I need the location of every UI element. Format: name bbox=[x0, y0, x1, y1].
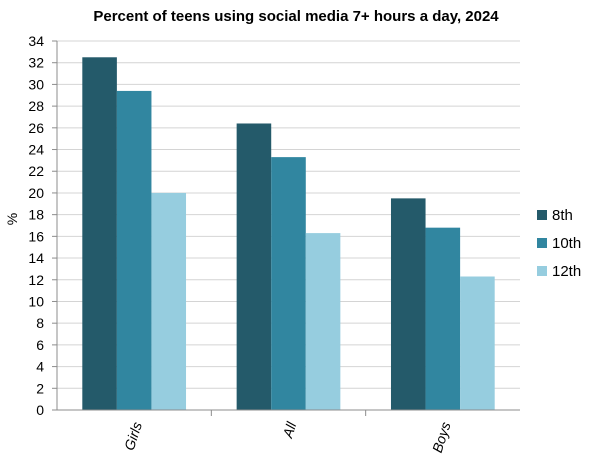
y-tick-label: 14 bbox=[28, 250, 44, 266]
bar-10th-Boys bbox=[425, 227, 461, 410]
y-tick-label: 16 bbox=[28, 228, 44, 244]
bar-12th-Boys bbox=[460, 276, 495, 410]
bar-10th-All bbox=[271, 157, 306, 410]
bar-12th-Girls bbox=[151, 192, 187, 410]
chart-title: Percent of teens using social media 7+ h… bbox=[93, 8, 499, 25]
y-tick-label: 34 bbox=[28, 33, 44, 49]
bar-8th-Boys bbox=[390, 198, 426, 410]
y-tick-label: 12 bbox=[28, 272, 44, 288]
y-tick-label: 2 bbox=[36, 380, 44, 396]
y-tick-label: 0 bbox=[36, 402, 44, 418]
x-tick-label: All bbox=[279, 419, 300, 441]
y-tick-label: 6 bbox=[36, 337, 44, 353]
y-tick-label: 32 bbox=[28, 55, 44, 71]
y-axis-label: % bbox=[4, 213, 20, 225]
legend-swatch bbox=[537, 238, 547, 248]
y-tick-label: 10 bbox=[28, 293, 44, 309]
x-tick-labels: Girls All Boys bbox=[121, 419, 454, 454]
bar-10th-Girls bbox=[116, 90, 152, 411]
legend-swatch bbox=[537, 210, 547, 220]
legend-label: 8th bbox=[552, 207, 573, 224]
axes bbox=[56, 41, 520, 416]
y-tick-label: 4 bbox=[36, 359, 44, 375]
bar-12th-All bbox=[305, 233, 341, 410]
bar-8th-All bbox=[236, 123, 272, 410]
legend: 8th 10th 12th bbox=[537, 207, 581, 280]
bars bbox=[82, 57, 495, 411]
y-tick-label: 24 bbox=[28, 142, 44, 158]
bar-8th-Girls bbox=[82, 57, 117, 410]
legend-label: 12th bbox=[552, 263, 581, 280]
x-tick-label: Girls bbox=[121, 420, 145, 452]
legend-swatch bbox=[537, 266, 547, 276]
y-tick-label: 18 bbox=[28, 207, 44, 223]
y-tick-label: 20 bbox=[28, 185, 44, 201]
y-tick-label: 8 bbox=[36, 315, 44, 331]
y-tick-label: 28 bbox=[28, 98, 44, 114]
y-tick-label: 30 bbox=[28, 76, 44, 92]
y-tick-label: 26 bbox=[28, 120, 44, 136]
x-tick-label: Boys bbox=[429, 420, 454, 455]
y-tick-label: 22 bbox=[28, 163, 44, 179]
legend-label: 10th bbox=[552, 235, 581, 252]
